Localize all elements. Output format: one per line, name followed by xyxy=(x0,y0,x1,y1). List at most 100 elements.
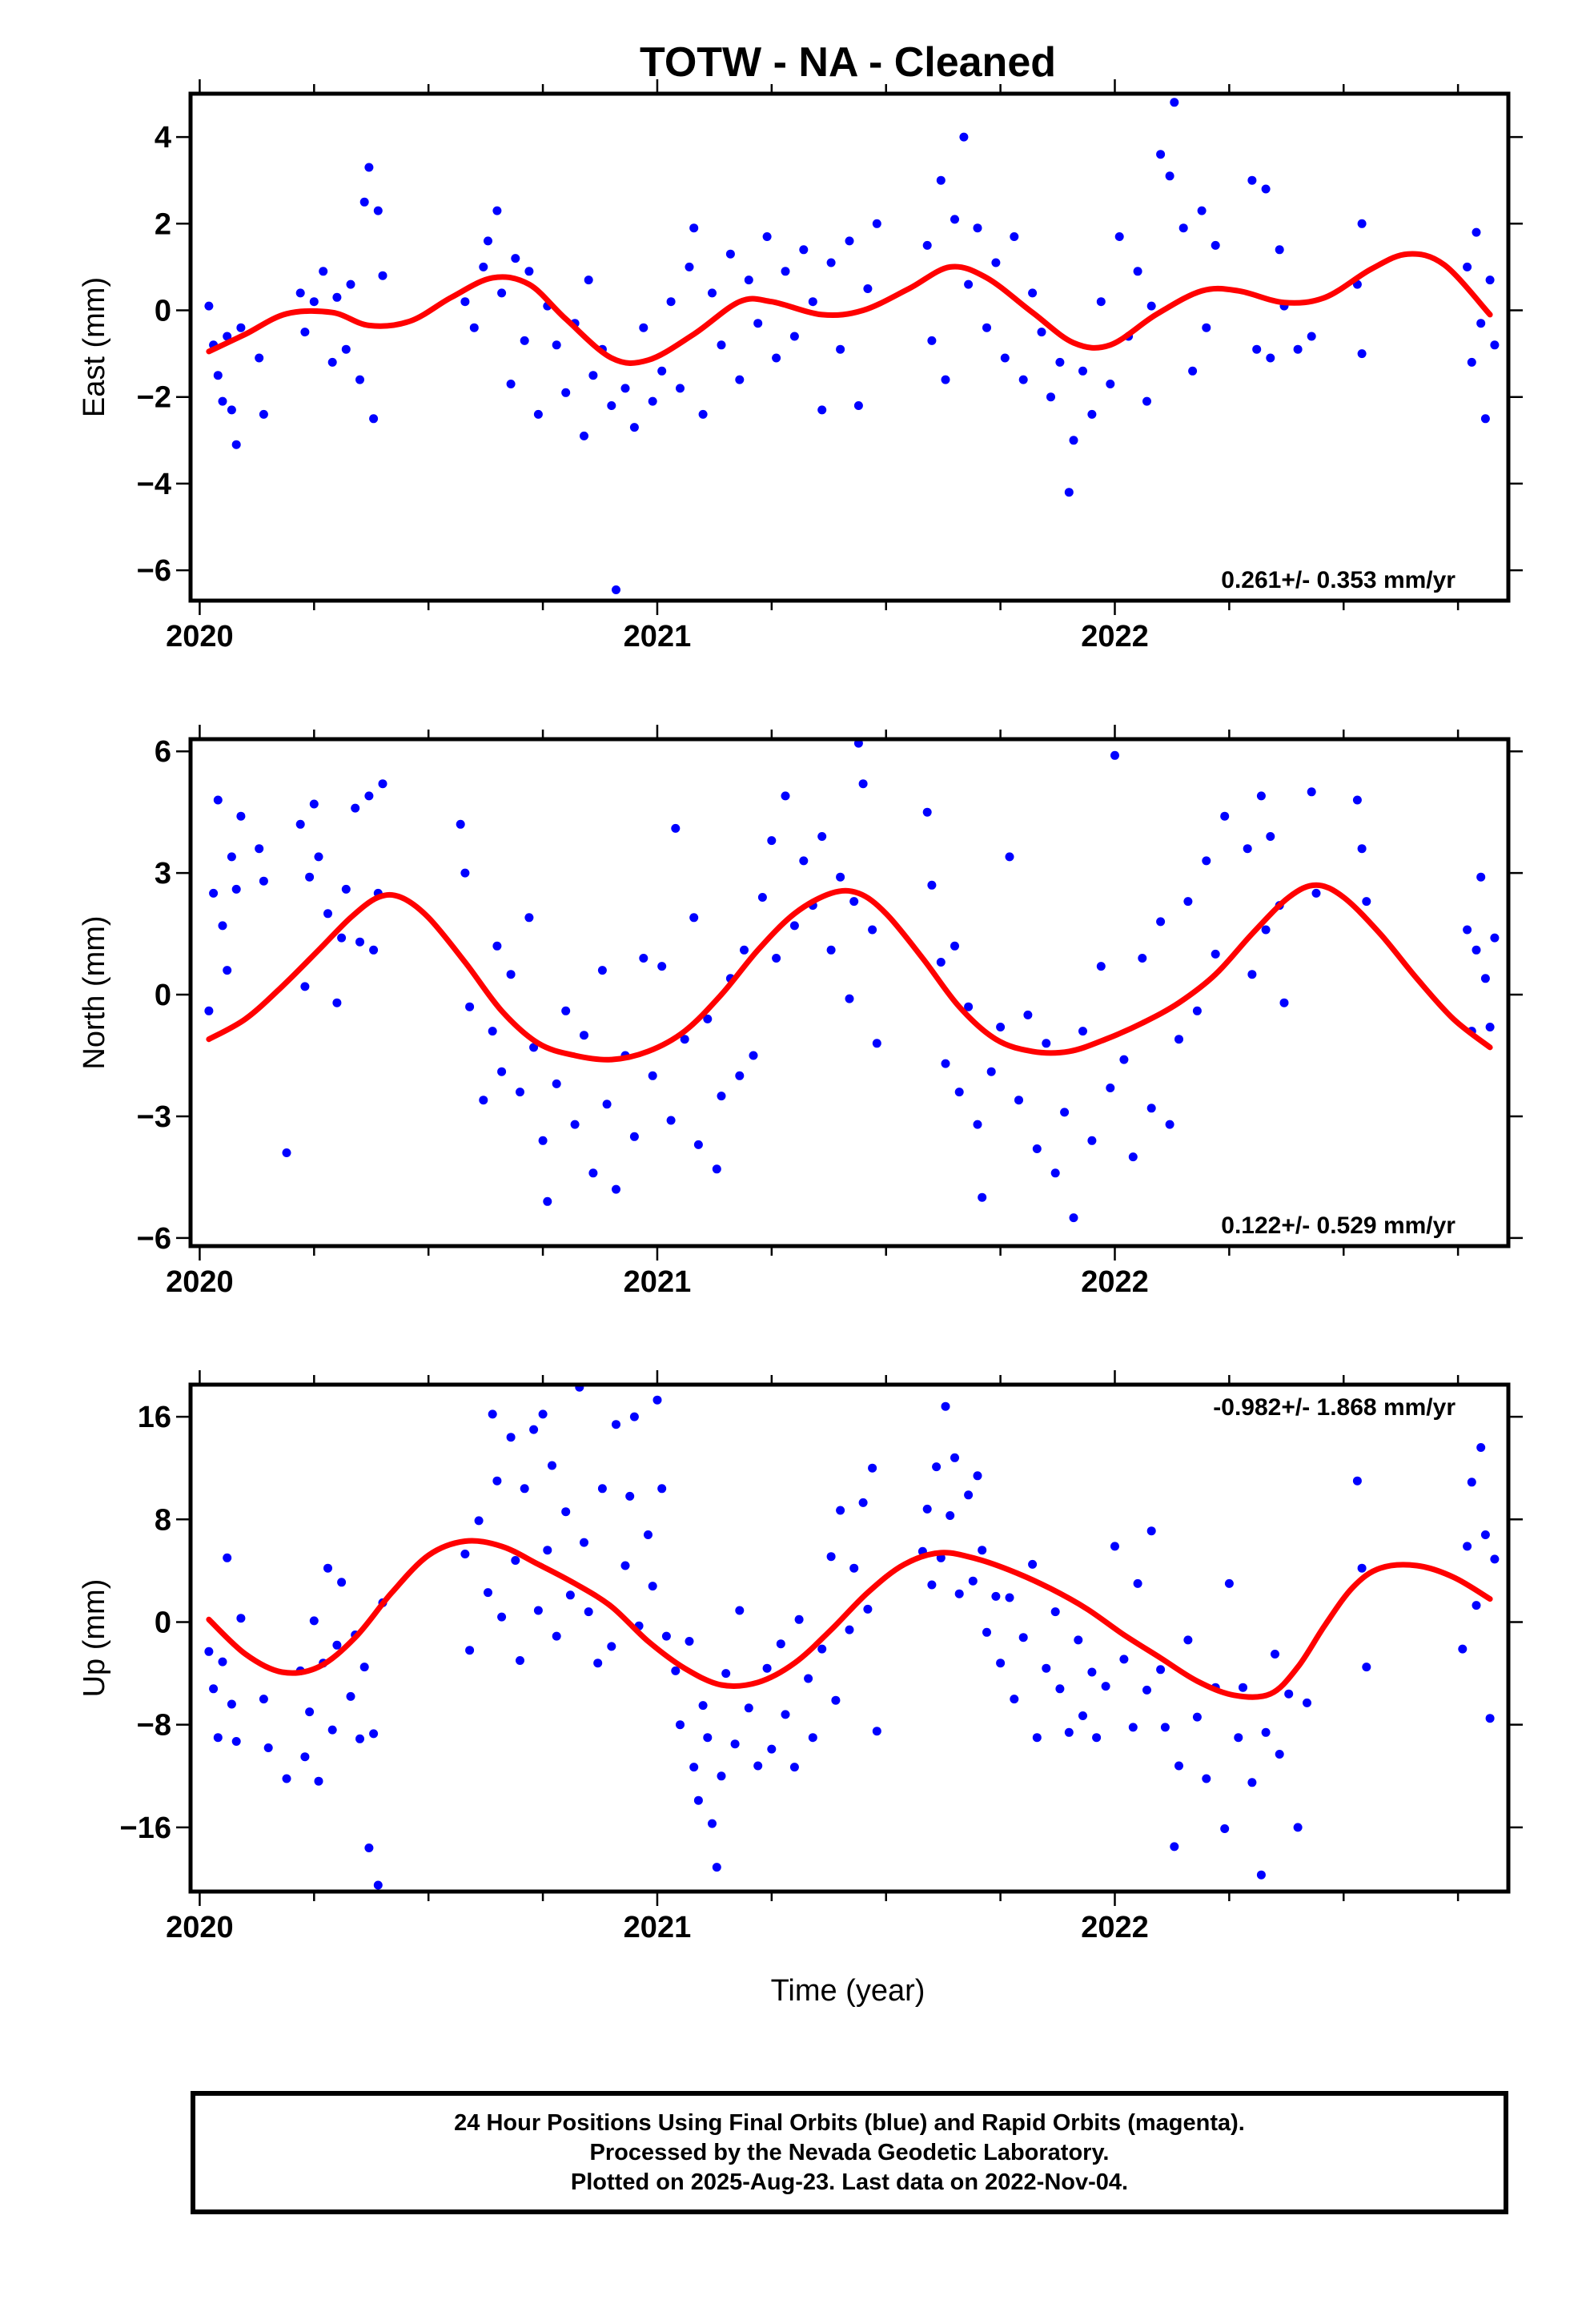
east-observation-point xyxy=(808,297,817,307)
east-observation-point xyxy=(492,206,502,215)
east-observation-point xyxy=(836,344,845,354)
up-observation-point xyxy=(305,1707,315,1717)
east-rate-annotation: 0.261+/- 0.353 mm/yr xyxy=(1221,567,1456,593)
east-observation-point xyxy=(332,292,342,302)
east-observation-point xyxy=(1114,232,1124,241)
x-axis-label: Time (year) xyxy=(771,1974,926,2008)
north-observation-point xyxy=(1261,925,1271,935)
east-observation-point xyxy=(1106,380,1115,388)
east-ytick-label: 0 xyxy=(155,295,171,328)
east-observation-point xyxy=(872,219,881,228)
north-ytick-label: −6 xyxy=(137,1222,171,1256)
north-observation-point xyxy=(1183,897,1193,907)
footer-line-1: 24 Hour Positions Using Final Orbits (bl… xyxy=(454,2109,1245,2136)
north-observation-point xyxy=(1352,795,1362,805)
up-observation-point xyxy=(932,1462,942,1472)
east-observation-point xyxy=(1156,150,1166,159)
east-observation-point xyxy=(327,357,337,367)
up-observation-point xyxy=(661,1631,671,1641)
east-observation-point xyxy=(1247,175,1257,185)
north-observation-point xyxy=(964,1002,974,1011)
north-observation-point xyxy=(369,945,379,955)
east-observation-point xyxy=(620,384,630,393)
north-observation-point xyxy=(817,832,827,841)
north-observation-point xyxy=(209,888,219,898)
east-observation-point xyxy=(676,384,685,393)
east-observation-point xyxy=(845,236,854,246)
north-observation-point xyxy=(213,795,223,805)
east-observation-point xyxy=(1485,275,1495,285)
up-observation-point xyxy=(652,1395,662,1405)
up-xtick-label-2020: 2020 xyxy=(166,1911,234,1944)
up-observation-point xyxy=(776,1639,785,1649)
up-observation-point xyxy=(1458,1644,1468,1654)
east-observation-point xyxy=(817,405,827,415)
north-observation-point xyxy=(986,1067,996,1076)
north-observation-point xyxy=(1480,974,1490,983)
up-observation-point xyxy=(1064,1727,1074,1737)
north-panel: 2020 2021 2022 6 3 0 −3 −6 North (mm) 0.122+/- 0.… xyxy=(78,725,1523,1299)
up-observation-point xyxy=(1357,1563,1367,1573)
north-ytick-label: −3 xyxy=(137,1100,171,1134)
up-observation-point xyxy=(538,1409,548,1419)
north-observation-point xyxy=(1128,1152,1138,1162)
east-observation-point xyxy=(1165,171,1174,181)
north-observation-point xyxy=(1165,1120,1174,1129)
east-observation-point xyxy=(309,297,319,307)
east-observation-point xyxy=(1069,436,1078,445)
up-observation-point xyxy=(657,1484,667,1494)
east-observation-point xyxy=(1467,357,1476,367)
north-observation-point xyxy=(1311,888,1321,898)
north-ytick-label: 3 xyxy=(155,857,171,891)
up-observation-point xyxy=(1055,1684,1065,1694)
north-ytick-label: 6 xyxy=(155,735,171,769)
up-observation-point xyxy=(533,1606,543,1615)
up-observation-point xyxy=(484,1588,492,1598)
up-observation-point xyxy=(1010,1695,1019,1704)
east-observation-point xyxy=(341,344,351,354)
up-observation-point xyxy=(516,1656,524,1665)
east-observation-point xyxy=(982,323,991,332)
east-observation-point xyxy=(1275,245,1284,255)
north-observation-point xyxy=(1023,1010,1033,1019)
north-observation-point xyxy=(1119,1055,1129,1064)
north-observation-point xyxy=(378,779,387,789)
up-observation-point xyxy=(236,1614,246,1623)
up-observation-point xyxy=(1247,1778,1257,1787)
up-observation-point xyxy=(209,1684,219,1694)
up-observation-point xyxy=(1224,1578,1234,1588)
up-observation-point xyxy=(717,1771,726,1781)
north-observation-point xyxy=(570,1120,580,1129)
up-observation-point xyxy=(565,1590,575,1600)
up-observation-point xyxy=(204,1647,214,1656)
north-observation-point xyxy=(1266,832,1275,841)
up-observation-point xyxy=(1074,1635,1083,1645)
north-observation-point xyxy=(580,1031,588,1040)
east-observation-point xyxy=(506,380,516,388)
up-observation-point xyxy=(612,1420,620,1429)
east-observation-point xyxy=(1046,392,1055,402)
east-observation-point xyxy=(1037,328,1046,337)
up-observation-point xyxy=(1256,1870,1266,1880)
east-observation-point xyxy=(319,267,328,276)
north-observation-point xyxy=(639,954,648,963)
up-observation-point xyxy=(529,1425,539,1434)
east-observation-point xyxy=(1078,366,1087,376)
east-observation-point xyxy=(853,401,863,410)
north-observation-point xyxy=(740,945,749,955)
up-observations xyxy=(204,1385,1500,1890)
east-observation-point xyxy=(355,375,364,384)
east-observation-point xyxy=(648,396,657,406)
north-observation-point xyxy=(973,1120,982,1129)
north-observation-point xyxy=(1192,1006,1202,1015)
east-observation-point xyxy=(1146,301,1156,311)
up-observation-point xyxy=(520,1484,529,1494)
east-observation-point xyxy=(717,340,726,350)
up-xtick-label-2021: 2021 xyxy=(624,1911,692,1944)
up-observation-point xyxy=(703,1733,713,1743)
east-observation-point xyxy=(259,409,268,419)
north-observation-point xyxy=(996,1023,1006,1031)
east-observation-point xyxy=(469,323,479,332)
north-observation-point xyxy=(332,998,342,1007)
